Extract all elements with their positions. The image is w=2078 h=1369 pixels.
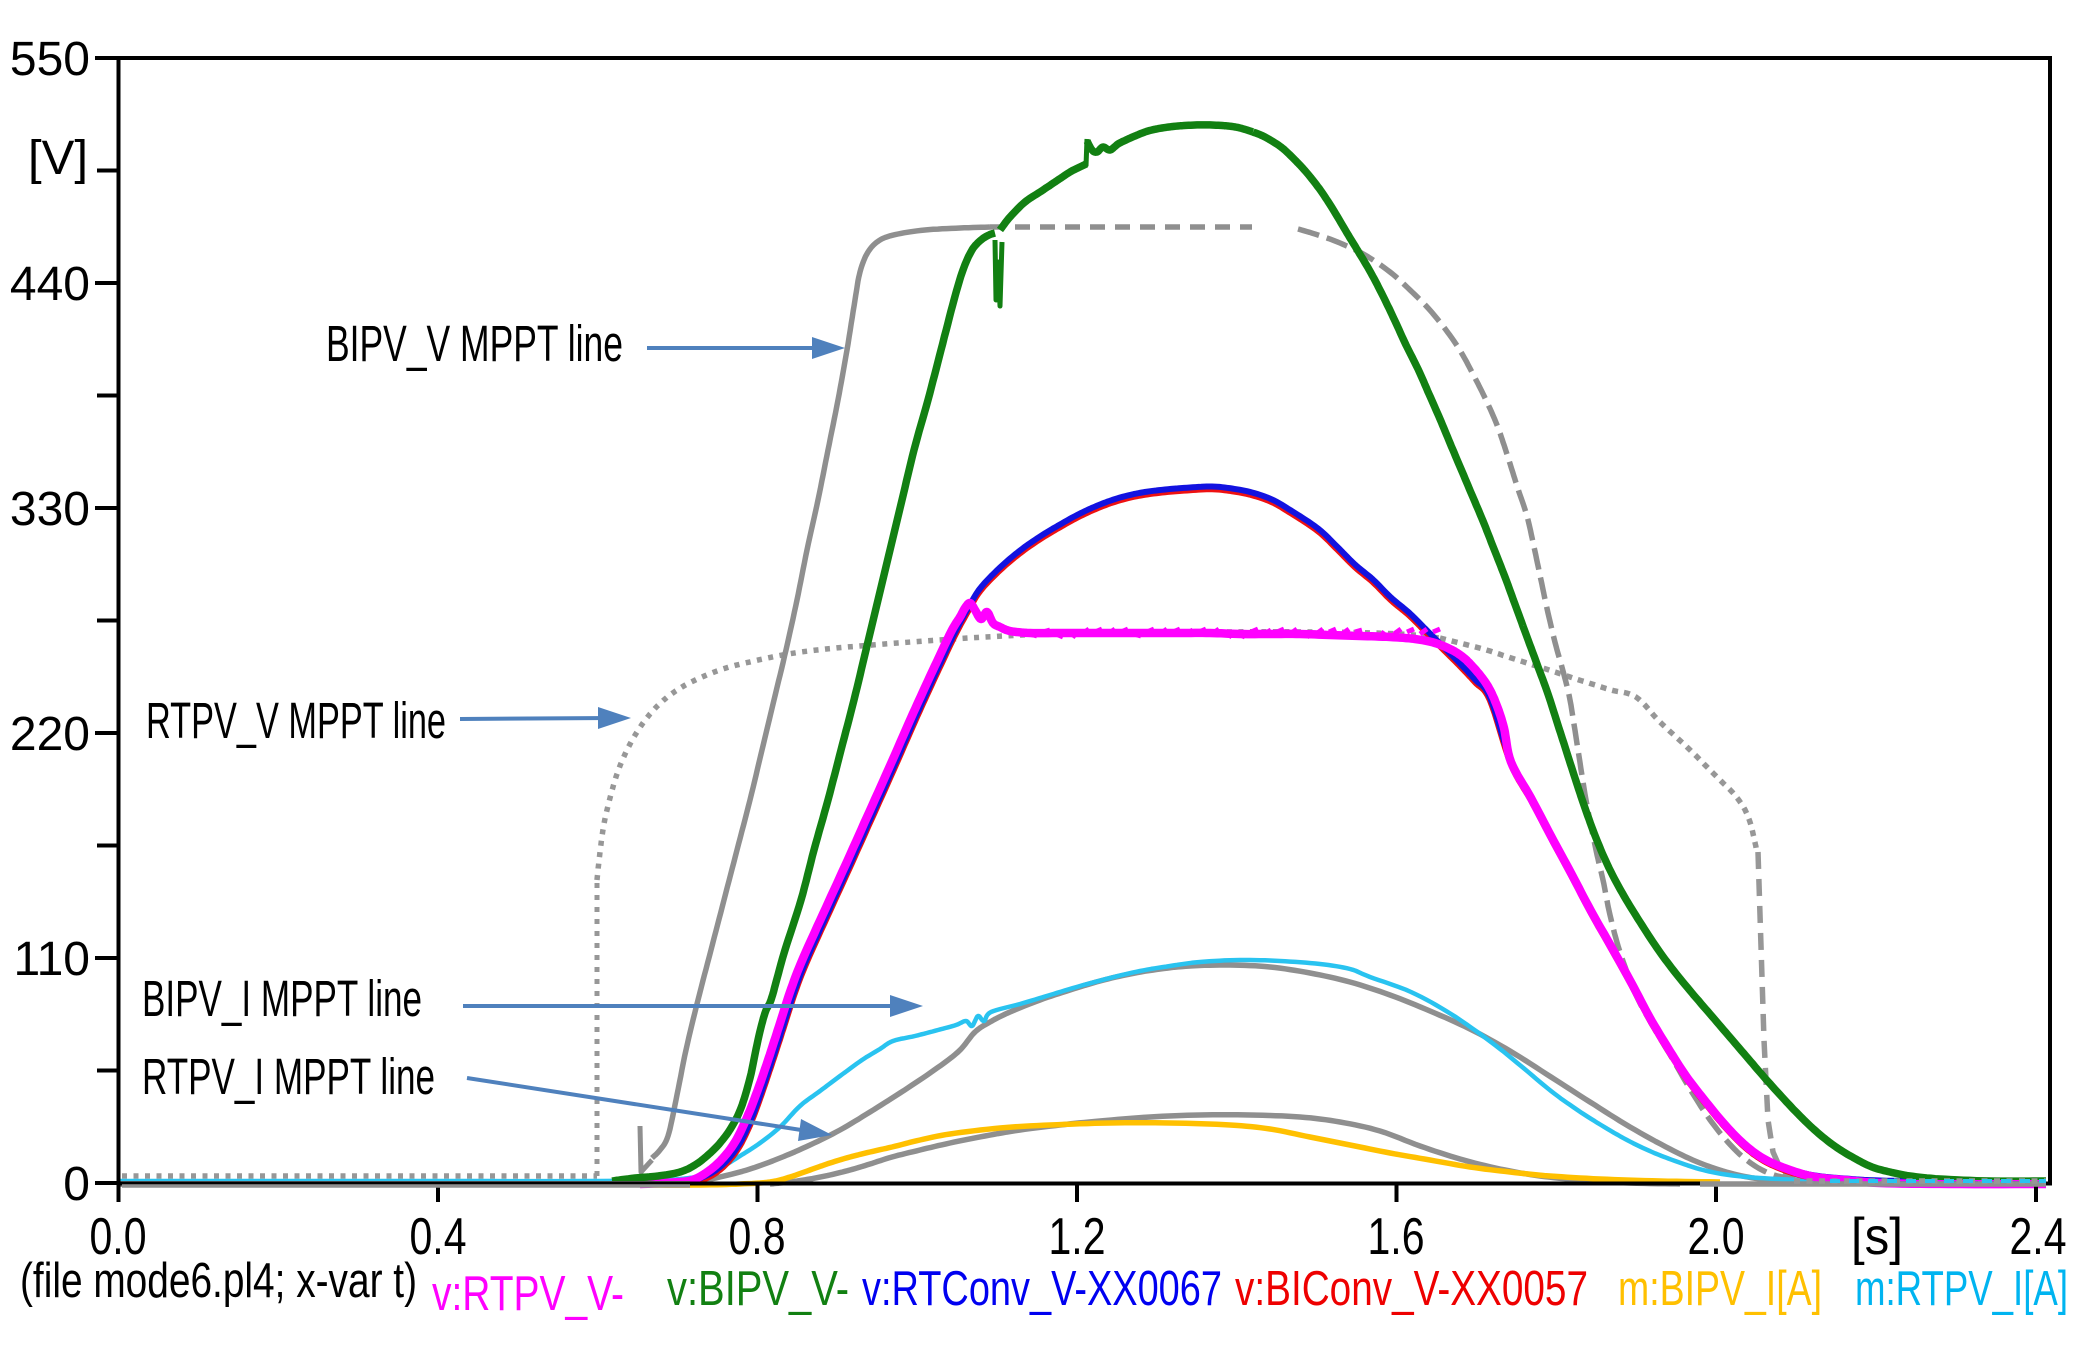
svg-text:v:BIPV_V-: v:BIPV_V- — [667, 1262, 849, 1316]
svg-text:v:RTPV_V-: v:RTPV_V- — [432, 1267, 624, 1321]
svg-text:550: 550 — [10, 33, 90, 86]
svg-text:[V]: [V] — [28, 132, 88, 185]
svg-text:RTPV_V MPPT line: RTPV_V MPPT line — [146, 692, 446, 749]
svg-text:v:BIConv_V-XX0057: v:BIConv_V-XX0057 — [1235, 1262, 1588, 1316]
svg-text:440: 440 — [10, 258, 90, 311]
svg-text:BIPV_V MPPT line: BIPV_V MPPT line — [326, 315, 623, 372]
svg-text:m:BIPV_I[A]: m:BIPV_I[A] — [1618, 1262, 1822, 1316]
svg-text:0.0: 0.0 — [90, 1208, 147, 1266]
svg-text:BIPV_I MPPT line: BIPV_I MPPT line — [142, 970, 422, 1027]
svg-text:0: 0 — [63, 1158, 90, 1211]
svg-text:330: 330 — [10, 483, 90, 536]
svg-text:[s]: [s] — [1851, 1208, 1903, 1266]
svg-text:0.4: 0.4 — [410, 1208, 467, 1266]
svg-text:(file mode6.pl4; x-var t): (file mode6.pl4; x-var t) — [20, 1254, 417, 1308]
svg-text:220: 220 — [10, 708, 90, 761]
svg-text:0.8: 0.8 — [729, 1208, 786, 1266]
svg-text:RTPV_I MPPT line: RTPV_I MPPT line — [142, 1048, 435, 1105]
svg-text:2.0: 2.0 — [1688, 1208, 1745, 1266]
svg-text:m:RTPV_I[A]: m:RTPV_I[A] — [1855, 1262, 2068, 1316]
svg-text:v:RTConv_V-XX0067: v:RTConv_V-XX0067 — [862, 1262, 1222, 1316]
svg-text:110: 110 — [13, 933, 90, 986]
svg-text:1.2: 1.2 — [1049, 1208, 1106, 1266]
svg-text:1.6: 1.6 — [1368, 1208, 1425, 1266]
svg-text:2.4: 2.4 — [2010, 1208, 2067, 1266]
